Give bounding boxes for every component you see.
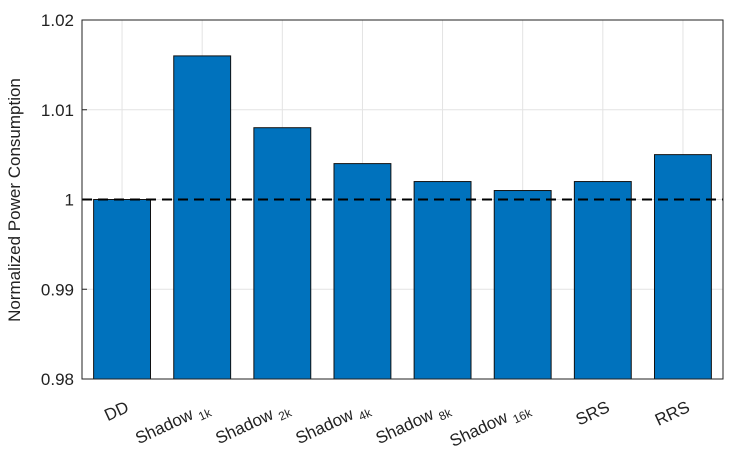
bar bbox=[413, 181, 472, 380]
bar bbox=[93, 199, 152, 380]
bar bbox=[653, 154, 712, 380]
bar bbox=[493, 190, 552, 380]
bar bbox=[573, 181, 632, 380]
x-tick-label: Shadow 2k bbox=[213, 397, 295, 452]
bar bbox=[333, 163, 392, 380]
x-tick-label: Shadow 16k bbox=[447, 397, 535, 454]
x-tick-label: RRS bbox=[652, 397, 693, 429]
y-tick-label: 0.98 bbox=[41, 370, 74, 389]
y-tick-label: 1.02 bbox=[41, 11, 74, 30]
x-tick-label: Shadow 1k bbox=[132, 397, 214, 452]
x-tick-label: Shadow 4k bbox=[293, 397, 375, 452]
y-axis-label: Normalized Power Consumption bbox=[5, 78, 24, 322]
y-tick-label: 0.99 bbox=[41, 280, 74, 299]
plot-frame bbox=[81, 19, 724, 380]
x-tick-label: DD bbox=[101, 397, 131, 425]
x-tick-label: Shadow 8k bbox=[373, 397, 455, 452]
y-tick-label: 1 bbox=[65, 191, 74, 210]
bar bbox=[173, 55, 232, 380]
bar bbox=[253, 127, 312, 380]
x-tick-label: SRS bbox=[573, 397, 613, 429]
y-tick-label: 1.01 bbox=[41, 101, 74, 120]
